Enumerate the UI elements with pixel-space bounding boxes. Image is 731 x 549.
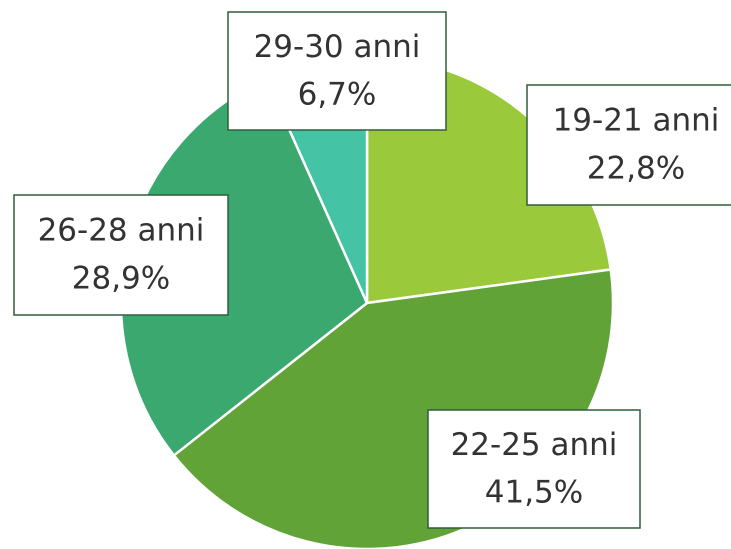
label-box (13, 194, 229, 316)
category-label: 29-30 anni (254, 29, 421, 65)
label-box (526, 84, 731, 206)
category-label: 26-28 anni (38, 213, 205, 249)
value-label: 41,5% (485, 474, 583, 510)
value-label: 6,7% (298, 76, 377, 112)
category-label: 19-21 anni (553, 103, 720, 139)
label-box (427, 409, 641, 529)
value-label: 22,8% (587, 151, 685, 187)
value-label: 28,9% (72, 261, 170, 297)
label-box (227, 11, 447, 131)
category-label: 22-25 anni (451, 427, 618, 463)
